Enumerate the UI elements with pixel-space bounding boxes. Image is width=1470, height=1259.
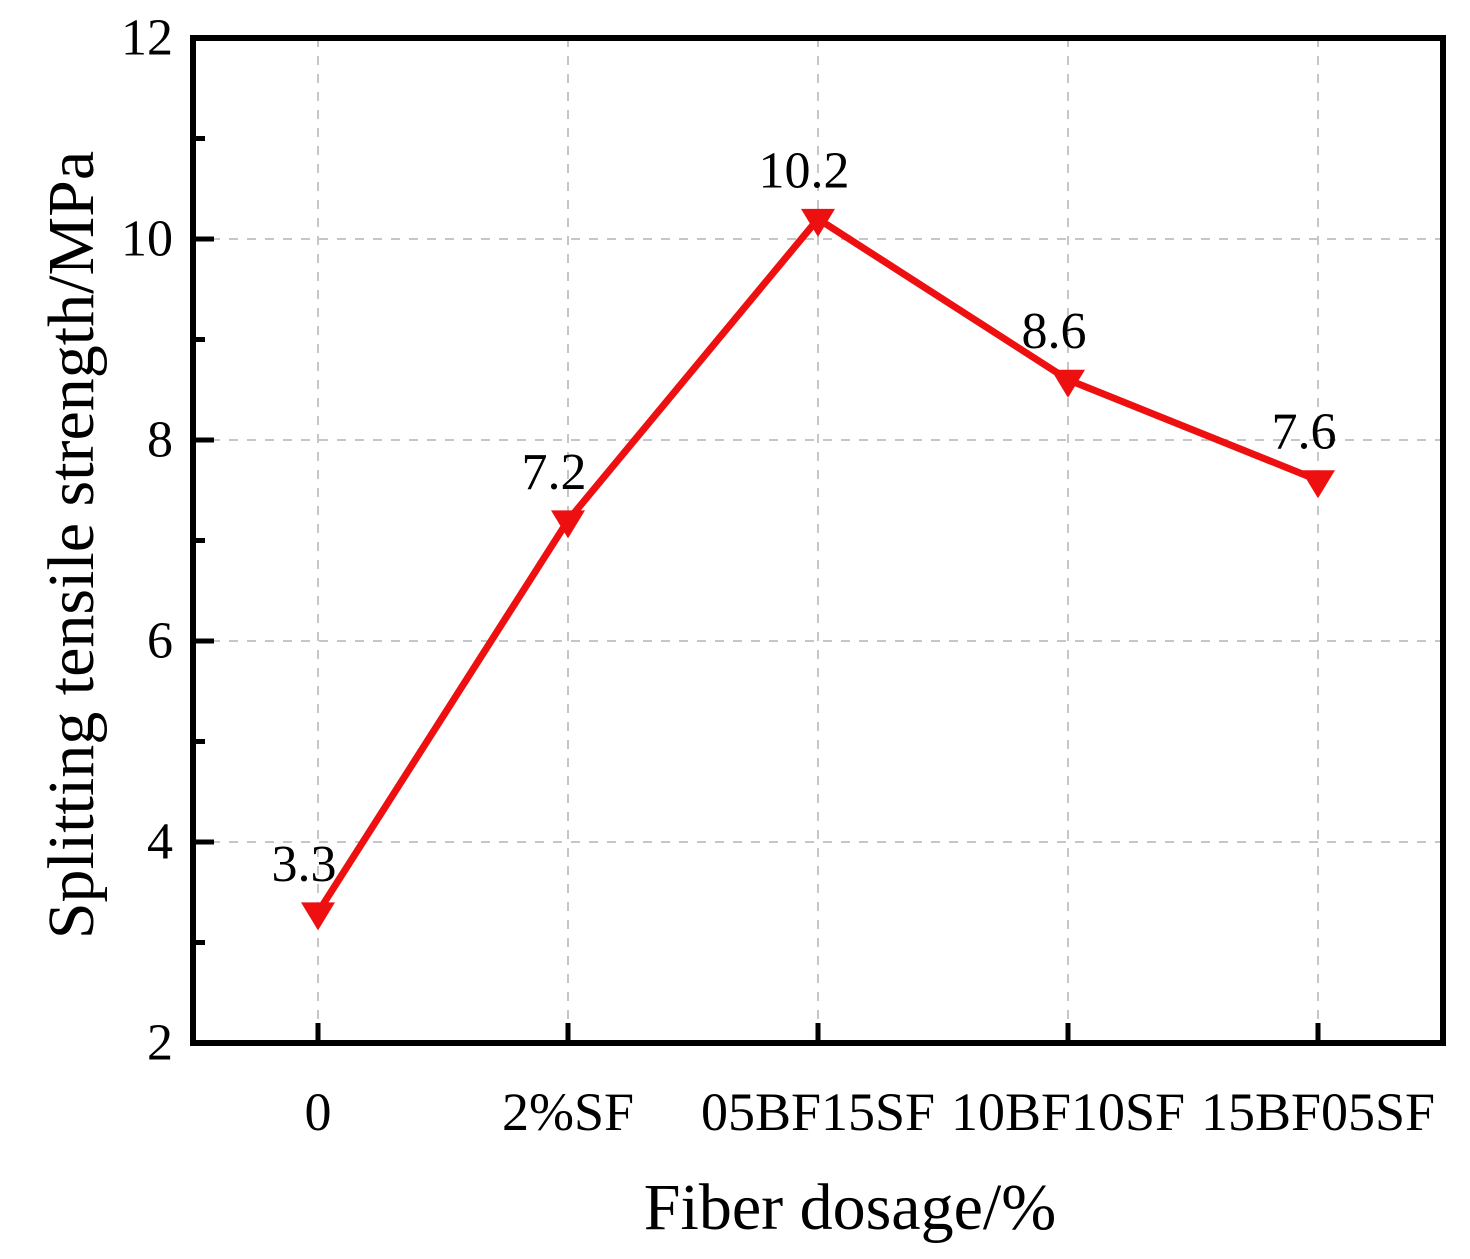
y-tick-label: 2 (147, 1015, 173, 1072)
point-label: 7.2 (522, 444, 587, 501)
x-axis-title: Fiber dosage/% (643, 1171, 1057, 1244)
x-tick-label: 0 (305, 1082, 332, 1142)
x-tick-label: 05BF15SF (701, 1082, 935, 1142)
y-tick-label: 8 (147, 412, 173, 469)
data-point-marker (1301, 470, 1335, 499)
point-label: 7.6 (1272, 404, 1337, 461)
y-tick-label: 12 (121, 10, 173, 67)
x-tick-label: 15BF05SF (1201, 1082, 1435, 1142)
point-label: 8.6 (1022, 303, 1087, 360)
y-tick-label: 6 (147, 613, 173, 670)
y-tick-label: 10 (121, 211, 173, 268)
x-tick-label: 10BF10SF (951, 1082, 1185, 1142)
y-axis-title: Splitting tensile strength/MPa (35, 150, 108, 940)
data-point-marker (801, 208, 835, 237)
data-point-marker (551, 510, 585, 539)
data-point-marker (301, 902, 335, 931)
data-point-marker (1051, 369, 1085, 398)
x-tick-label: 2%SF (502, 1082, 634, 1142)
point-label: 10.2 (759, 142, 850, 199)
y-tick-label: 4 (147, 814, 173, 871)
point-label: 3.3 (272, 836, 337, 893)
